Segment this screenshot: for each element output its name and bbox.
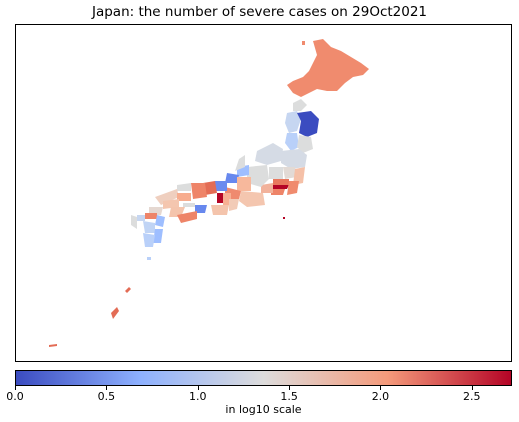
prefecture-okinawa-islets-2 xyxy=(49,344,57,347)
prefecture-shimane xyxy=(155,189,179,205)
prefecture-oita xyxy=(155,215,165,227)
prefecture-tochigi xyxy=(283,167,297,179)
prefecture-shiga xyxy=(215,181,227,191)
colorbar-tick xyxy=(289,386,291,390)
prefecture-hyogo xyxy=(191,183,207,199)
prefecture-shizuoka xyxy=(239,191,265,207)
prefecture-fukui xyxy=(225,173,239,183)
prefecture-aomori xyxy=(293,99,307,111)
colorbar-tick-label: 2.5 xyxy=(463,390,481,403)
map-title: Japan: the number of severe cases on 29O… xyxy=(91,4,428,20)
prefecture-ishikawa xyxy=(235,155,245,171)
prefecture-hokkaido xyxy=(287,39,369,97)
colorbar-tick-label: 1.5 xyxy=(280,390,298,403)
prefecture-ibaraki xyxy=(293,167,305,185)
prefecture-tottori xyxy=(177,183,191,191)
colorbar-tick xyxy=(106,386,108,390)
prefecture-saga xyxy=(137,215,145,221)
colorbar xyxy=(15,370,512,386)
prefecture-tokushima xyxy=(195,205,207,213)
prefecture-akita xyxy=(285,111,301,133)
prefecture-kochi xyxy=(177,211,197,223)
prefecture-chiba xyxy=(287,181,299,195)
prefecture-kumamoto xyxy=(143,221,155,233)
prefecture-gunma xyxy=(269,167,283,179)
prefecture-okinawa xyxy=(111,307,119,319)
prefecture-kanagawa xyxy=(271,189,285,195)
japan-prefecture-map xyxy=(49,39,369,347)
kagoshima-islet xyxy=(147,257,151,260)
prefecture-gifu xyxy=(237,177,251,191)
prefecture-niigata xyxy=(255,143,283,165)
prefecture-osaka xyxy=(217,193,223,203)
prefecture-miyagi xyxy=(297,135,313,153)
colorbar-tick-label: 0.5 xyxy=(97,390,116,403)
colorbar-tick-label: 0.0 xyxy=(6,390,24,403)
prefecture-kagawa xyxy=(183,203,195,207)
prefecture-hokkaido-islet xyxy=(302,41,305,45)
colorbar-ticks: 0.0 0.5 1.0 1.5 2.0 2.5 xyxy=(6,386,512,406)
colorbar-tick xyxy=(197,386,199,390)
colorbar-tick-label: 2.0 xyxy=(371,390,390,403)
prefecture-kagoshima xyxy=(143,233,155,247)
prefecture-tokyo xyxy=(273,185,289,189)
prefecture-fukuoka xyxy=(145,213,157,219)
colorbar-tick-label: 1.0 xyxy=(188,390,207,403)
prefecture-nagano xyxy=(247,165,269,187)
prefecture-iwate xyxy=(297,111,319,137)
prefecture-yamanashi xyxy=(261,183,273,193)
colorbar-tick xyxy=(471,386,473,390)
tokyo-islet xyxy=(283,217,285,219)
prefecture-yamagata xyxy=(285,133,299,151)
colorbar-tick xyxy=(380,386,382,390)
prefecture-saitama xyxy=(273,179,289,185)
prefecture-kyoto xyxy=(203,181,217,195)
map-frame xyxy=(15,24,512,362)
prefecture-nagasaki xyxy=(131,215,137,229)
prefecture-okayama xyxy=(177,193,191,201)
prefecture-hiroshima xyxy=(163,199,179,209)
prefecture-okinawa-islets-1 xyxy=(125,287,131,293)
colorbar-tick xyxy=(15,386,16,390)
prefecture-wakayama xyxy=(211,205,229,215)
prefecture-miyazaki xyxy=(153,229,163,243)
prefecture-mie xyxy=(229,199,239,211)
colorbar-label: in log10 scale xyxy=(225,403,302,416)
prefecture-fukushima xyxy=(281,149,307,169)
